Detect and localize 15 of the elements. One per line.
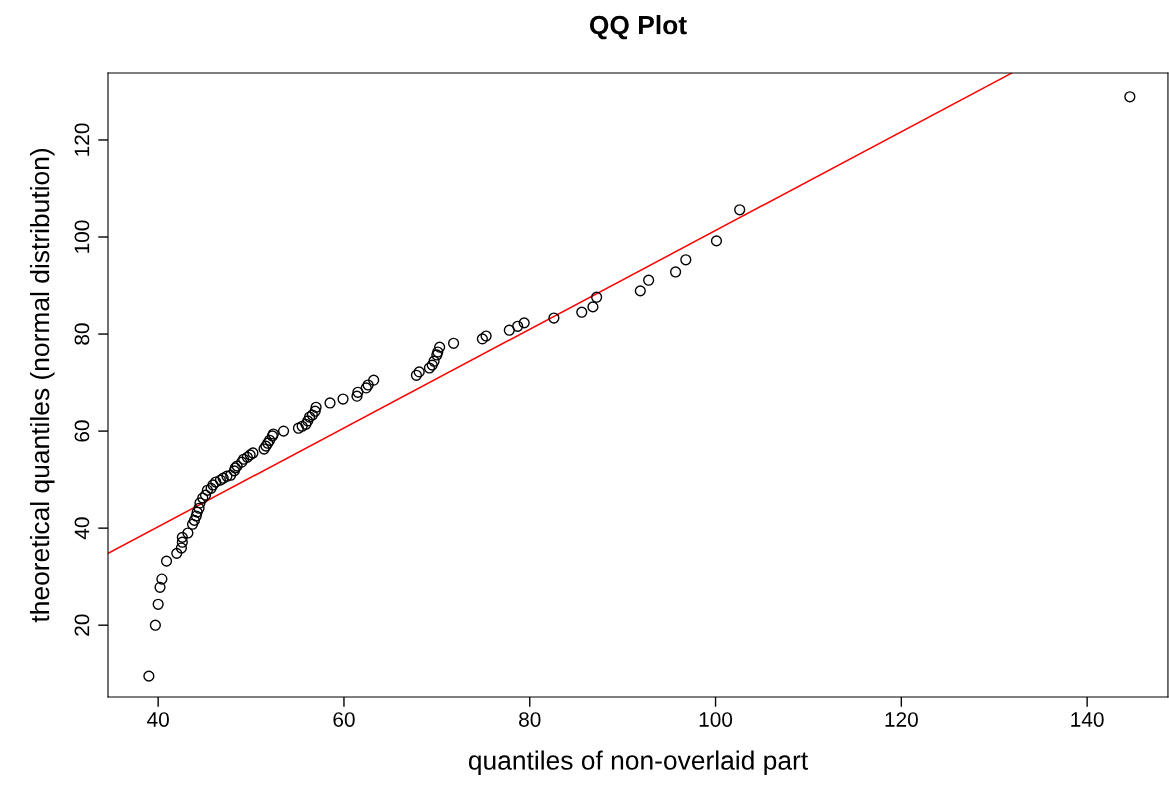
y-tick-label: 40 <box>74 517 90 540</box>
x-tick-label: 80 <box>519 712 541 727</box>
y-tick-label: 20 <box>74 614 90 636</box>
y-tick-label: 60 <box>74 420 90 442</box>
y-axis-title: theoretical quantiles (normal distribution) <box>29 149 55 623</box>
y-tick-label: 100 <box>74 220 90 253</box>
y-tick-label: 120 <box>74 123 90 156</box>
x-tick-label: 40 <box>147 712 169 727</box>
x-tick-label: 140 <box>1071 712 1104 727</box>
y-tick-label: 80 <box>74 323 90 345</box>
x-axis-title: quantiles of non-overlaid part <box>468 750 808 776</box>
x-tick-label: 60 <box>333 712 355 727</box>
chart-title: QQ Plot <box>589 14 687 40</box>
x-tick-label: 120 <box>885 712 918 727</box>
x-tick-label: 100 <box>699 712 733 727</box>
